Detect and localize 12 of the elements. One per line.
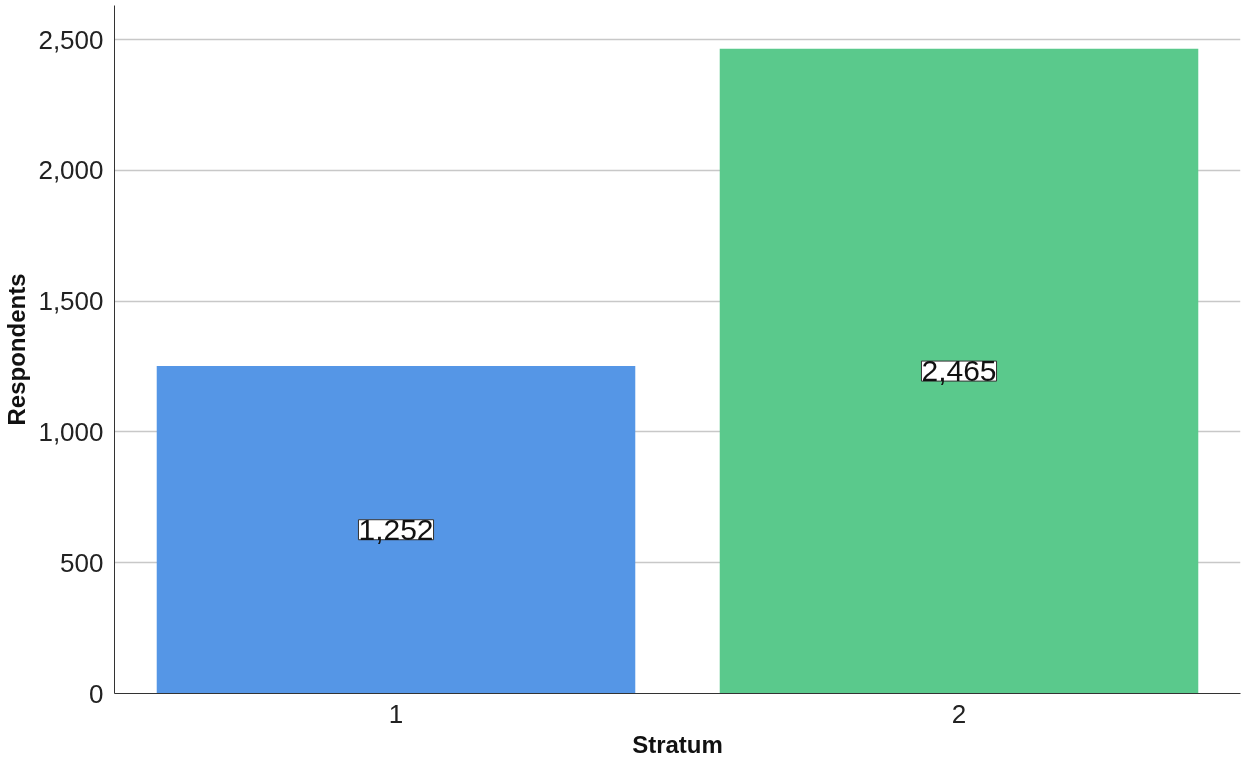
y-axis-title: Respondents <box>3 273 31 426</box>
x-tick-label: 1 <box>388 698 404 729</box>
y-tick-label: 500 <box>60 547 104 578</box>
x-tick-label: 2 <box>951 698 967 729</box>
data-label: 1,252 <box>358 512 434 546</box>
x-axis-title: Stratum <box>632 730 723 758</box>
y-tick-label: 0 <box>89 678 104 709</box>
y-tick-label: 1,500 <box>38 286 104 317</box>
y-tick-label: 2,000 <box>38 155 104 186</box>
y-tick-label: 2,500 <box>38 24 104 55</box>
y-tick-label: 1,000 <box>38 416 104 447</box>
data-label: 2,465 <box>921 354 997 388</box>
